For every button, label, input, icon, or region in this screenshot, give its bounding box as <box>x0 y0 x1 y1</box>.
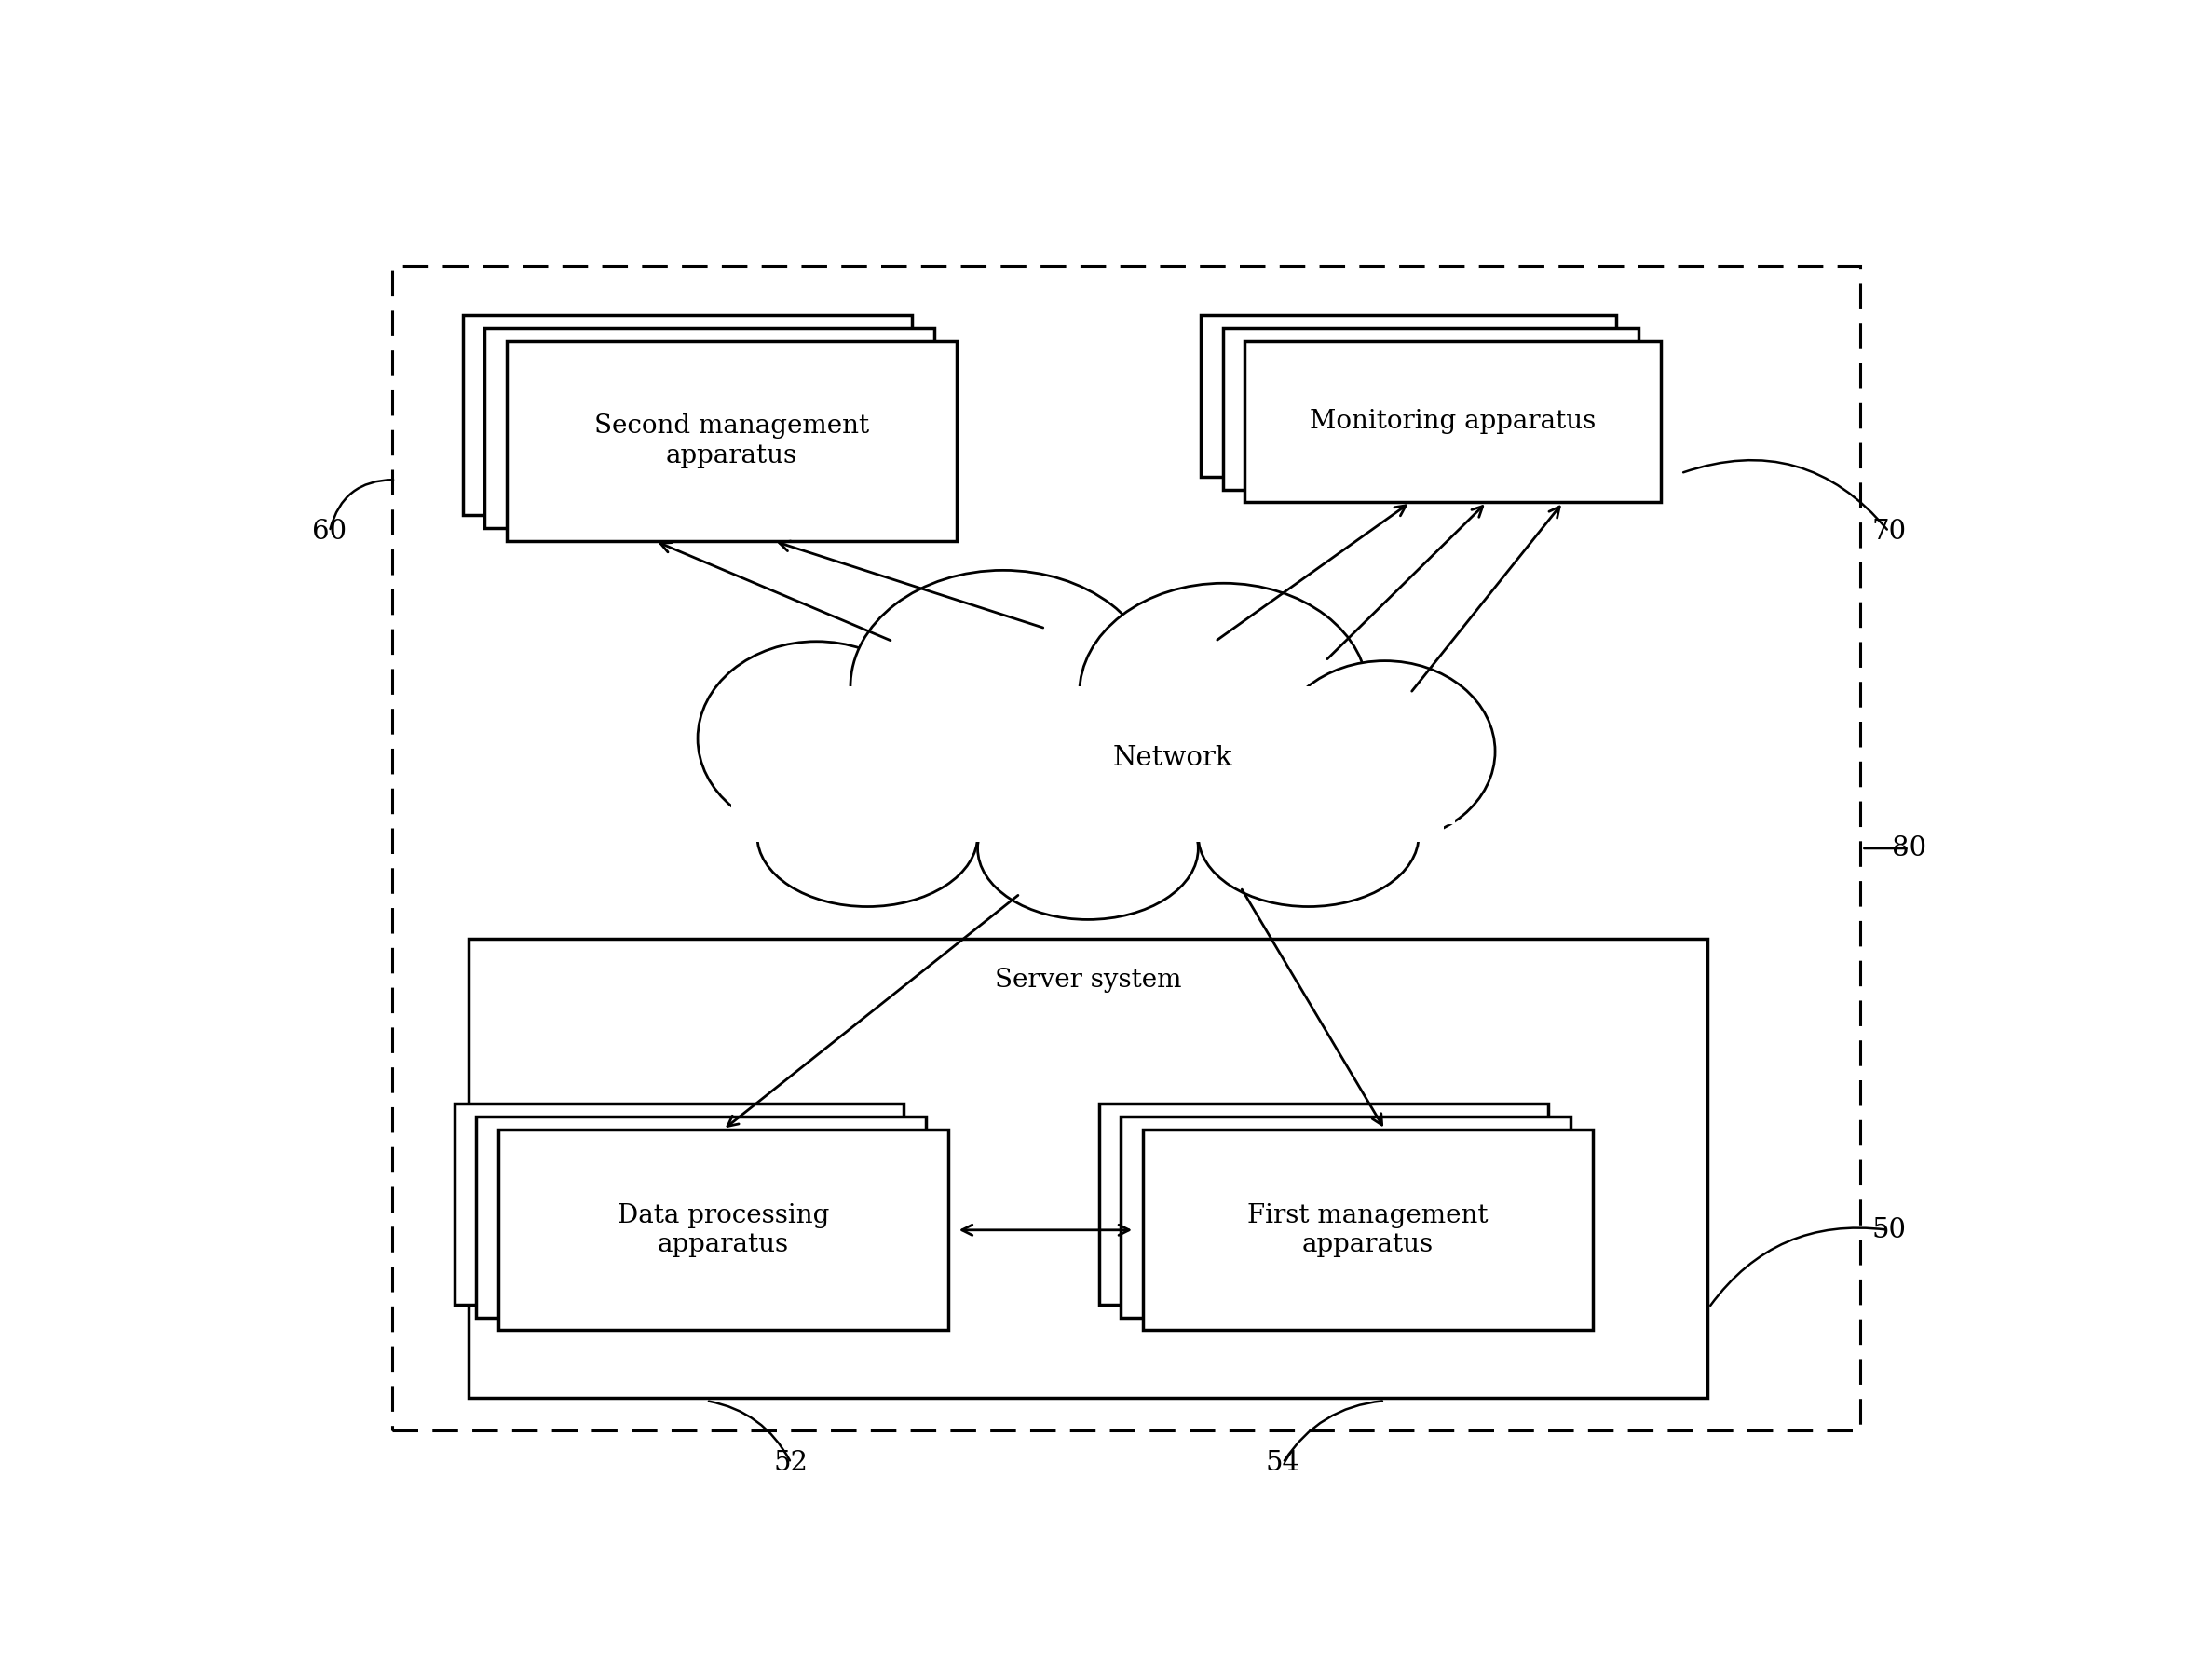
Bar <box>1143 1129 1594 1331</box>
Text: 80: 80 <box>1891 835 1926 862</box>
Ellipse shape <box>1197 764 1418 907</box>
Ellipse shape <box>698 642 935 835</box>
Text: 50: 50 <box>1872 1216 1907 1243</box>
Bar <box>477 1117 926 1317</box>
Ellipse shape <box>757 764 978 907</box>
Bar <box>1202 314 1615 477</box>
Text: Server system: Server system <box>994 968 1182 993</box>
Text: Monitoring apparatus: Monitoring apparatus <box>1309 408 1596 433</box>
Ellipse shape <box>1079 583 1368 803</box>
Text: 70: 70 <box>1872 519 1907 544</box>
Bar <box>462 314 913 516</box>
Ellipse shape <box>849 570 1156 803</box>
Bar <box>468 939 1707 1398</box>
Bar <box>484 328 935 528</box>
Bar <box>731 687 1445 842</box>
Text: 54: 54 <box>1265 1450 1300 1477</box>
Bar <box>455 1104 904 1304</box>
Text: Network: Network <box>1112 744 1232 771</box>
Ellipse shape <box>978 778 1197 919</box>
Text: 52: 52 <box>775 1450 808 1477</box>
Bar <box>1246 341 1661 502</box>
Bar <box>1121 1117 1570 1317</box>
Bar <box>392 265 1861 1431</box>
Ellipse shape <box>1274 660 1495 842</box>
Bar <box>508 341 957 541</box>
Text: 60: 60 <box>313 519 346 544</box>
Text: Data processing
apparatus: Data processing apparatus <box>617 1203 830 1257</box>
Text: Second management
apparatus: Second management apparatus <box>593 413 869 469</box>
Bar <box>499 1129 948 1331</box>
Bar <box>1224 328 1637 489</box>
Bar <box>1099 1104 1548 1304</box>
Text: First management
apparatus: First management apparatus <box>1248 1203 1489 1257</box>
